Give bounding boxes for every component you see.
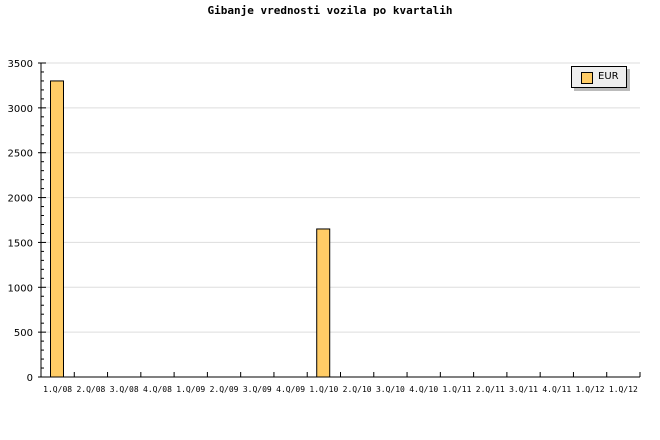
x-tick-label: 3.Q/11 [509, 385, 538, 394]
x-tick-label: 4.Q/09 [276, 385, 305, 394]
x-tick-label: 1.Q/12 [609, 385, 638, 394]
y-tick-label: 2500 [8, 149, 33, 160]
y-tick-label: 2000 [8, 194, 33, 205]
x-tick-label: 1.Q/11 [443, 385, 472, 394]
x-tick-label: 2.Q/08 [76, 385, 105, 394]
x-tick-label: 2.Q/11 [476, 385, 505, 394]
x-tick-label: 3.Q/08 [110, 385, 139, 394]
x-tick-label: 2.Q/10 [343, 385, 372, 394]
x-tick-label: 1.Q/09 [176, 385, 205, 394]
y-tick-label: 3500 [8, 59, 33, 70]
legend-swatch [581, 72, 593, 84]
y-tick-label: 1500 [8, 238, 33, 249]
x-tick-label: 2.Q/09 [210, 385, 239, 394]
x-tick-label: 4.Q/08 [143, 385, 172, 394]
legend: EUR [571, 66, 627, 88]
y-tick-label: 1000 [8, 283, 33, 294]
y-tick-label: 3000 [8, 104, 33, 115]
bar [50, 80, 64, 378]
x-tick-label: 3.Q/10 [376, 385, 405, 394]
x-tick-label: 1.Q/10 [309, 385, 338, 394]
legend-label: EUR [598, 71, 619, 82]
chart-title: Gibanje vrednosti vozila po kvartalih [207, 4, 453, 17]
x-tick-label: 1.Q/12 [576, 385, 605, 394]
y-tick-label: 500 [14, 328, 33, 339]
bar [316, 228, 331, 378]
x-tick-label: 4.Q/11 [542, 385, 571, 394]
x-tick-label: 4.Q/10 [409, 385, 438, 394]
x-tick-label: 1.Q/08 [43, 385, 72, 394]
x-tick-label: 3.Q/09 [243, 385, 272, 394]
y-tick-label: 0 [27, 373, 33, 384]
